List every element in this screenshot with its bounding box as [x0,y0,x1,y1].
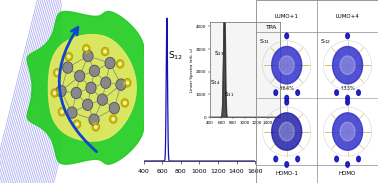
Y-axis label: Linear Spectra (arb. u): Linear Spectra (arb. u) [191,47,194,92]
Circle shape [98,94,107,105]
Circle shape [285,162,288,167]
Circle shape [92,123,99,131]
Circle shape [346,100,349,105]
Circle shape [109,103,119,114]
Circle shape [124,101,126,104]
Circle shape [116,79,126,90]
Circle shape [68,55,70,58]
Circle shape [296,156,299,162]
Text: S$_{11}$: S$_{11}$ [259,38,270,46]
Circle shape [83,99,93,110]
Text: S$_{13}$: S$_{13}$ [214,49,225,58]
Polygon shape [272,113,302,150]
Circle shape [105,58,115,69]
Circle shape [101,77,111,88]
Polygon shape [27,12,159,164]
Circle shape [110,115,117,123]
Polygon shape [333,113,363,150]
Circle shape [296,90,299,95]
Polygon shape [279,56,294,74]
Circle shape [85,47,88,50]
Text: S$_{12}$: S$_{12}$ [168,50,183,62]
Circle shape [119,62,121,65]
Circle shape [83,51,93,61]
Circle shape [73,120,81,128]
Circle shape [65,53,72,61]
Circle shape [75,70,85,81]
Circle shape [285,33,288,39]
Circle shape [76,123,78,126]
Circle shape [335,156,338,162]
Circle shape [274,156,277,162]
Circle shape [112,118,115,121]
Circle shape [335,90,338,95]
Text: ↑33%: ↑33% [340,86,355,91]
Text: S$_{14}$: S$_{14}$ [210,78,221,87]
Polygon shape [279,122,294,141]
Circle shape [56,85,66,96]
Circle shape [116,60,124,68]
Circle shape [63,62,73,73]
Circle shape [346,162,349,167]
Polygon shape [340,122,355,141]
Circle shape [121,99,129,107]
Circle shape [90,65,99,76]
Circle shape [285,100,288,105]
Circle shape [124,79,131,87]
Circle shape [59,108,65,116]
Circle shape [357,156,360,162]
Circle shape [346,95,349,101]
Text: HOMO: HOMO [339,171,356,176]
Circle shape [94,125,97,128]
Text: TPA: TPA [266,25,277,30]
Circle shape [285,95,288,101]
Circle shape [104,50,106,53]
Circle shape [101,47,108,55]
Circle shape [54,69,61,77]
Text: LUMO+1: LUMO+1 [275,14,299,18]
Polygon shape [340,56,355,74]
Polygon shape [62,0,163,183]
Text: S$_{11}$: S$_{11}$ [224,91,234,99]
Text: S$_{12}$: S$_{12}$ [319,38,331,46]
Text: ↑64%: ↑64% [279,86,295,91]
Circle shape [89,114,99,125]
Text: LUMO+4: LUMO+4 [336,14,359,18]
Circle shape [67,107,77,118]
Text: HOMO-1: HOMO-1 [275,171,298,176]
Polygon shape [48,35,136,141]
Circle shape [357,90,360,95]
Circle shape [61,110,63,113]
Circle shape [126,81,129,84]
Circle shape [346,33,349,39]
Circle shape [71,87,81,98]
Polygon shape [272,46,302,84]
Circle shape [274,90,277,95]
Circle shape [83,45,90,53]
Circle shape [56,71,59,74]
Circle shape [53,92,56,94]
Circle shape [51,89,58,97]
Polygon shape [333,46,363,84]
Circle shape [86,82,96,93]
